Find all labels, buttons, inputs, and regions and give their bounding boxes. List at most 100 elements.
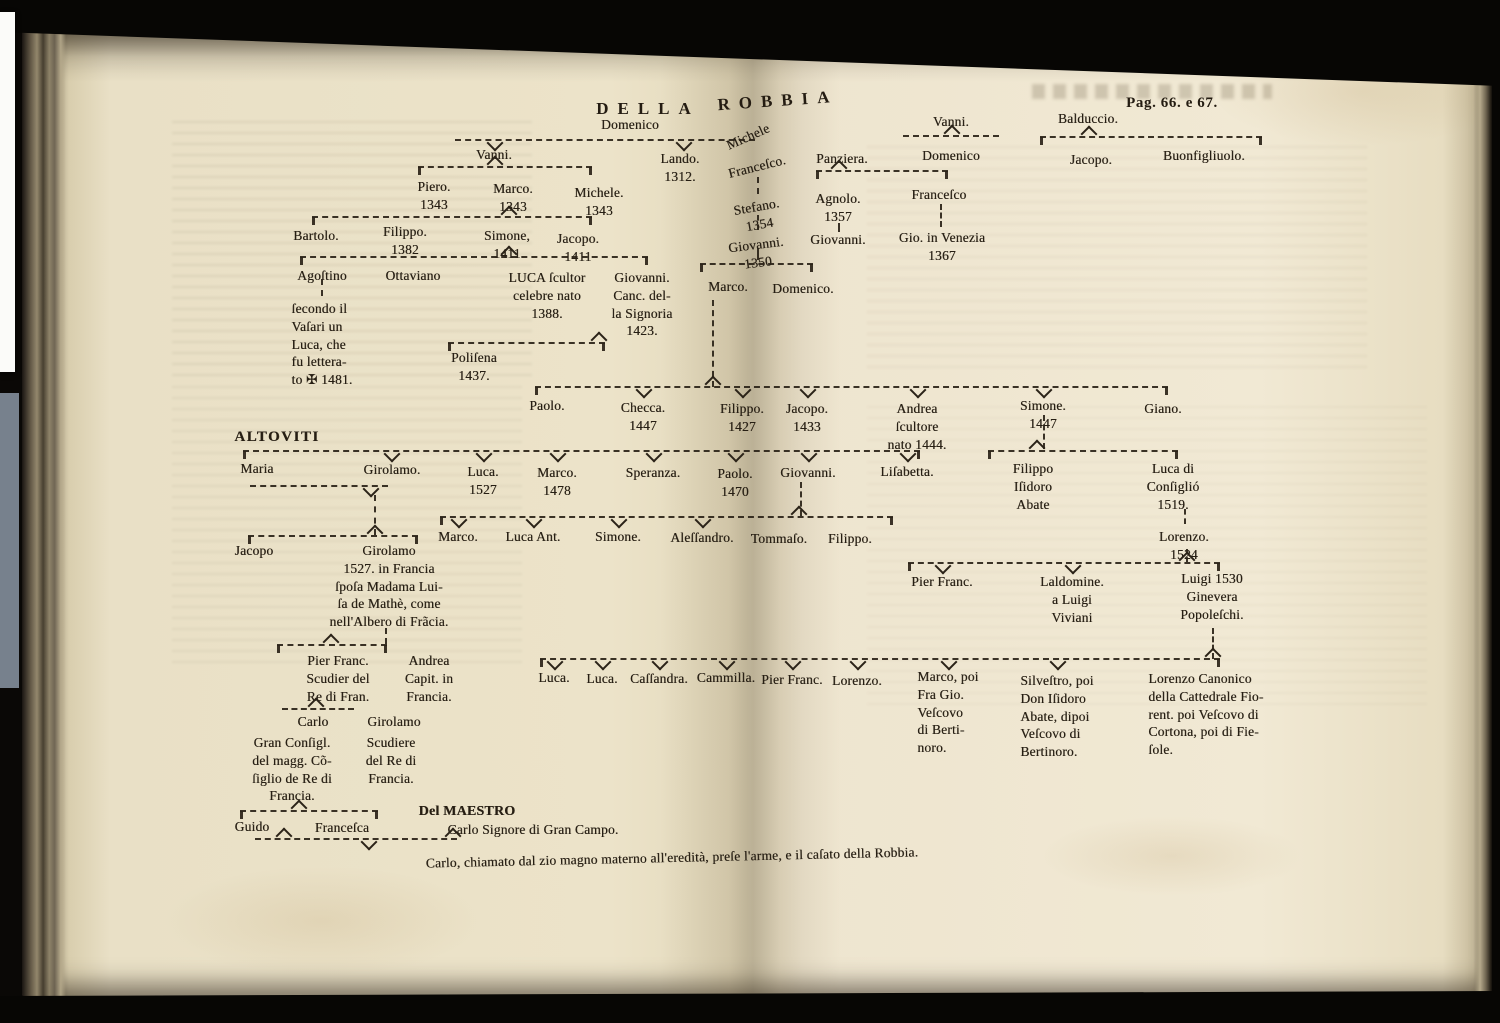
connector-hook [300, 257, 303, 265]
marco-iii-label: Marco. [708, 279, 748, 294]
page-edges-left [22, 26, 66, 999]
domenico-iii-label: Domenico. [772, 281, 834, 296]
connector-line-vertical [321, 279, 323, 296]
luca-di-consiglio-label: Luca di Conſiglió 1519. [1146, 461, 1200, 512]
marco-1478-label: Marco. 1478 [537, 465, 577, 498]
agostino-nota-label: ſecondo il Vaſari un Luca, che fu letter… [291, 301, 353, 388]
vanni-elder-label: Vanni. [932, 114, 970, 129]
jacopo-i-label: Jacopo. [1069, 152, 1113, 167]
polisena-1437-label: Poliſena 1437. [451, 350, 497, 383]
connector-line-vertical [757, 215, 759, 230]
marco-iv-label: Marco. [438, 529, 478, 544]
connector-line [988, 450, 1178, 452]
connector-line [300, 256, 648, 258]
connector-hook [589, 167, 592, 175]
luca-1527-label: Luca. 1527 [467, 464, 499, 497]
luigi-1530-label: Luigi 1530 Ginevera Popoleſchi. [1180, 571, 1244, 622]
connector-hook [277, 645, 280, 653]
andrea-scultore-label: Andrea ſcultore nato 1444. [887, 401, 947, 452]
connector-hook [945, 171, 948, 179]
connector-line-vertical [385, 628, 387, 644]
connector-hook [535, 387, 538, 395]
brace-caret-up [322, 633, 340, 651]
del-maestro-heading-label: Del MAESTRO [418, 804, 516, 819]
girolamo-ii-label: Girolamo [367, 714, 421, 729]
connector-hook [589, 217, 592, 225]
connector-hook [375, 811, 378, 819]
piero-1343-label: Piero. 1343 [417, 179, 451, 212]
connector-line-vertical [374, 495, 376, 535]
connector-hook [890, 517, 893, 525]
brace-caret-down [549, 445, 567, 463]
giano-label: Giano. [1144, 401, 1182, 416]
connector-line [903, 135, 999, 137]
footnote-label: Carlo, chiamato dal zio magno materno al… [425, 844, 919, 871]
brace-caret-down [694, 511, 712, 529]
brace-caret-down [525, 511, 543, 529]
connector-line-vertical [757, 248, 759, 260]
gio-in-venezia-label: Gio. in Venezia 1367 [898, 230, 986, 263]
luca-ii-label: Luca. [538, 670, 570, 685]
pier-franc-ii-label: Pier Franc. [761, 672, 823, 687]
connector-line-vertical [940, 204, 942, 227]
brace-caret-down [1035, 381, 1053, 399]
domenico-elder-label: Domenico [601, 117, 659, 132]
connector-hook [243, 451, 246, 459]
pier-franc-i-label: Pier Franc. [911, 574, 973, 589]
connector-hook [384, 645, 387, 653]
connector-hook [1175, 451, 1178, 459]
luca-scultor-label: LUCA ſcultor celebre nato 1388. [508, 270, 586, 321]
brace-caret-down [594, 653, 612, 671]
pier-franc-scudier-label: Pier Franc. Scudier del Re di Fran. [306, 653, 370, 704]
connector-hook [908, 563, 911, 571]
connector-hook [1259, 137, 1262, 145]
luca-iii-label: Luca. [586, 671, 618, 686]
brace-caret-down [1049, 653, 1067, 671]
page-title-left: DELLA [596, 99, 700, 118]
girolamo-i-label: Girolamo. [363, 462, 421, 477]
cassandra-label: Caſſandra. [630, 671, 688, 686]
connector-hook [540, 659, 543, 667]
connector-hook [418, 167, 421, 175]
brace-caret-down [909, 381, 927, 399]
connector-hook [1217, 659, 1220, 667]
filippo-iii-label: Filippo. [828, 531, 872, 546]
vanni-ii-label: Vanni. [475, 147, 513, 162]
connector-line [418, 166, 592, 168]
andrea-capitano-label: Andrea Capit. in Francia. [404, 653, 454, 704]
laldomine-viviani-label: Laldomine. a Luigi Viviani [1040, 574, 1104, 625]
carlo-gran-campo-label: Carlo Signore di Gran Campo. [447, 822, 619, 837]
connector-hook [1040, 137, 1043, 145]
brace-caret-up [790, 505, 808, 523]
connector-line [1040, 136, 1262, 138]
connector-line [540, 658, 1220, 660]
giovanni-ii-label: Giovanni. [810, 232, 866, 247]
brace-caret-down [1064, 557, 1082, 575]
brace-caret-down [734, 381, 752, 399]
filippo-1427-label: Filippo. 1427 [720, 401, 764, 434]
lisabetta-label: Liſabetta. [880, 464, 934, 479]
bartolo-label: Bartolo. [293, 228, 339, 243]
connector-hook [602, 343, 605, 351]
connector-line [312, 216, 592, 218]
lorenzo-canonico-label: Lorenzo Canonico della Cattedrale Fio- r… [1148, 671, 1264, 758]
michele-spine-label: Michele [723, 120, 772, 153]
connector-line [243, 450, 920, 452]
brace-caret-down [784, 653, 802, 671]
giovanni-iii-label: Giovanni. [780, 465, 836, 480]
panziera-label: Panziera. [816, 151, 868, 166]
brace-caret-down [849, 653, 867, 671]
carlo-i-label: Carlo [297, 714, 329, 729]
tommaso-label: Tommaſo. [750, 531, 808, 546]
lorenzo-ii-label: Lorenzo. [832, 673, 882, 688]
photo-background-right [1492, 0, 1500, 1023]
brace-caret-down [635, 381, 653, 399]
connector-hook [415, 536, 418, 544]
silvestro-abate-label: Silveſtro, poi Don Iſidoro Abate, dipoi … [1020, 673, 1094, 760]
lorenzo-1524-label: Lorenzo. 1524 [1159, 529, 1209, 562]
connector-line [816, 170, 948, 172]
connector-hook [988, 451, 991, 459]
connector-line-vertical [1184, 509, 1186, 524]
connector-hook [816, 171, 819, 179]
page-edges-right [1474, 60, 1494, 997]
